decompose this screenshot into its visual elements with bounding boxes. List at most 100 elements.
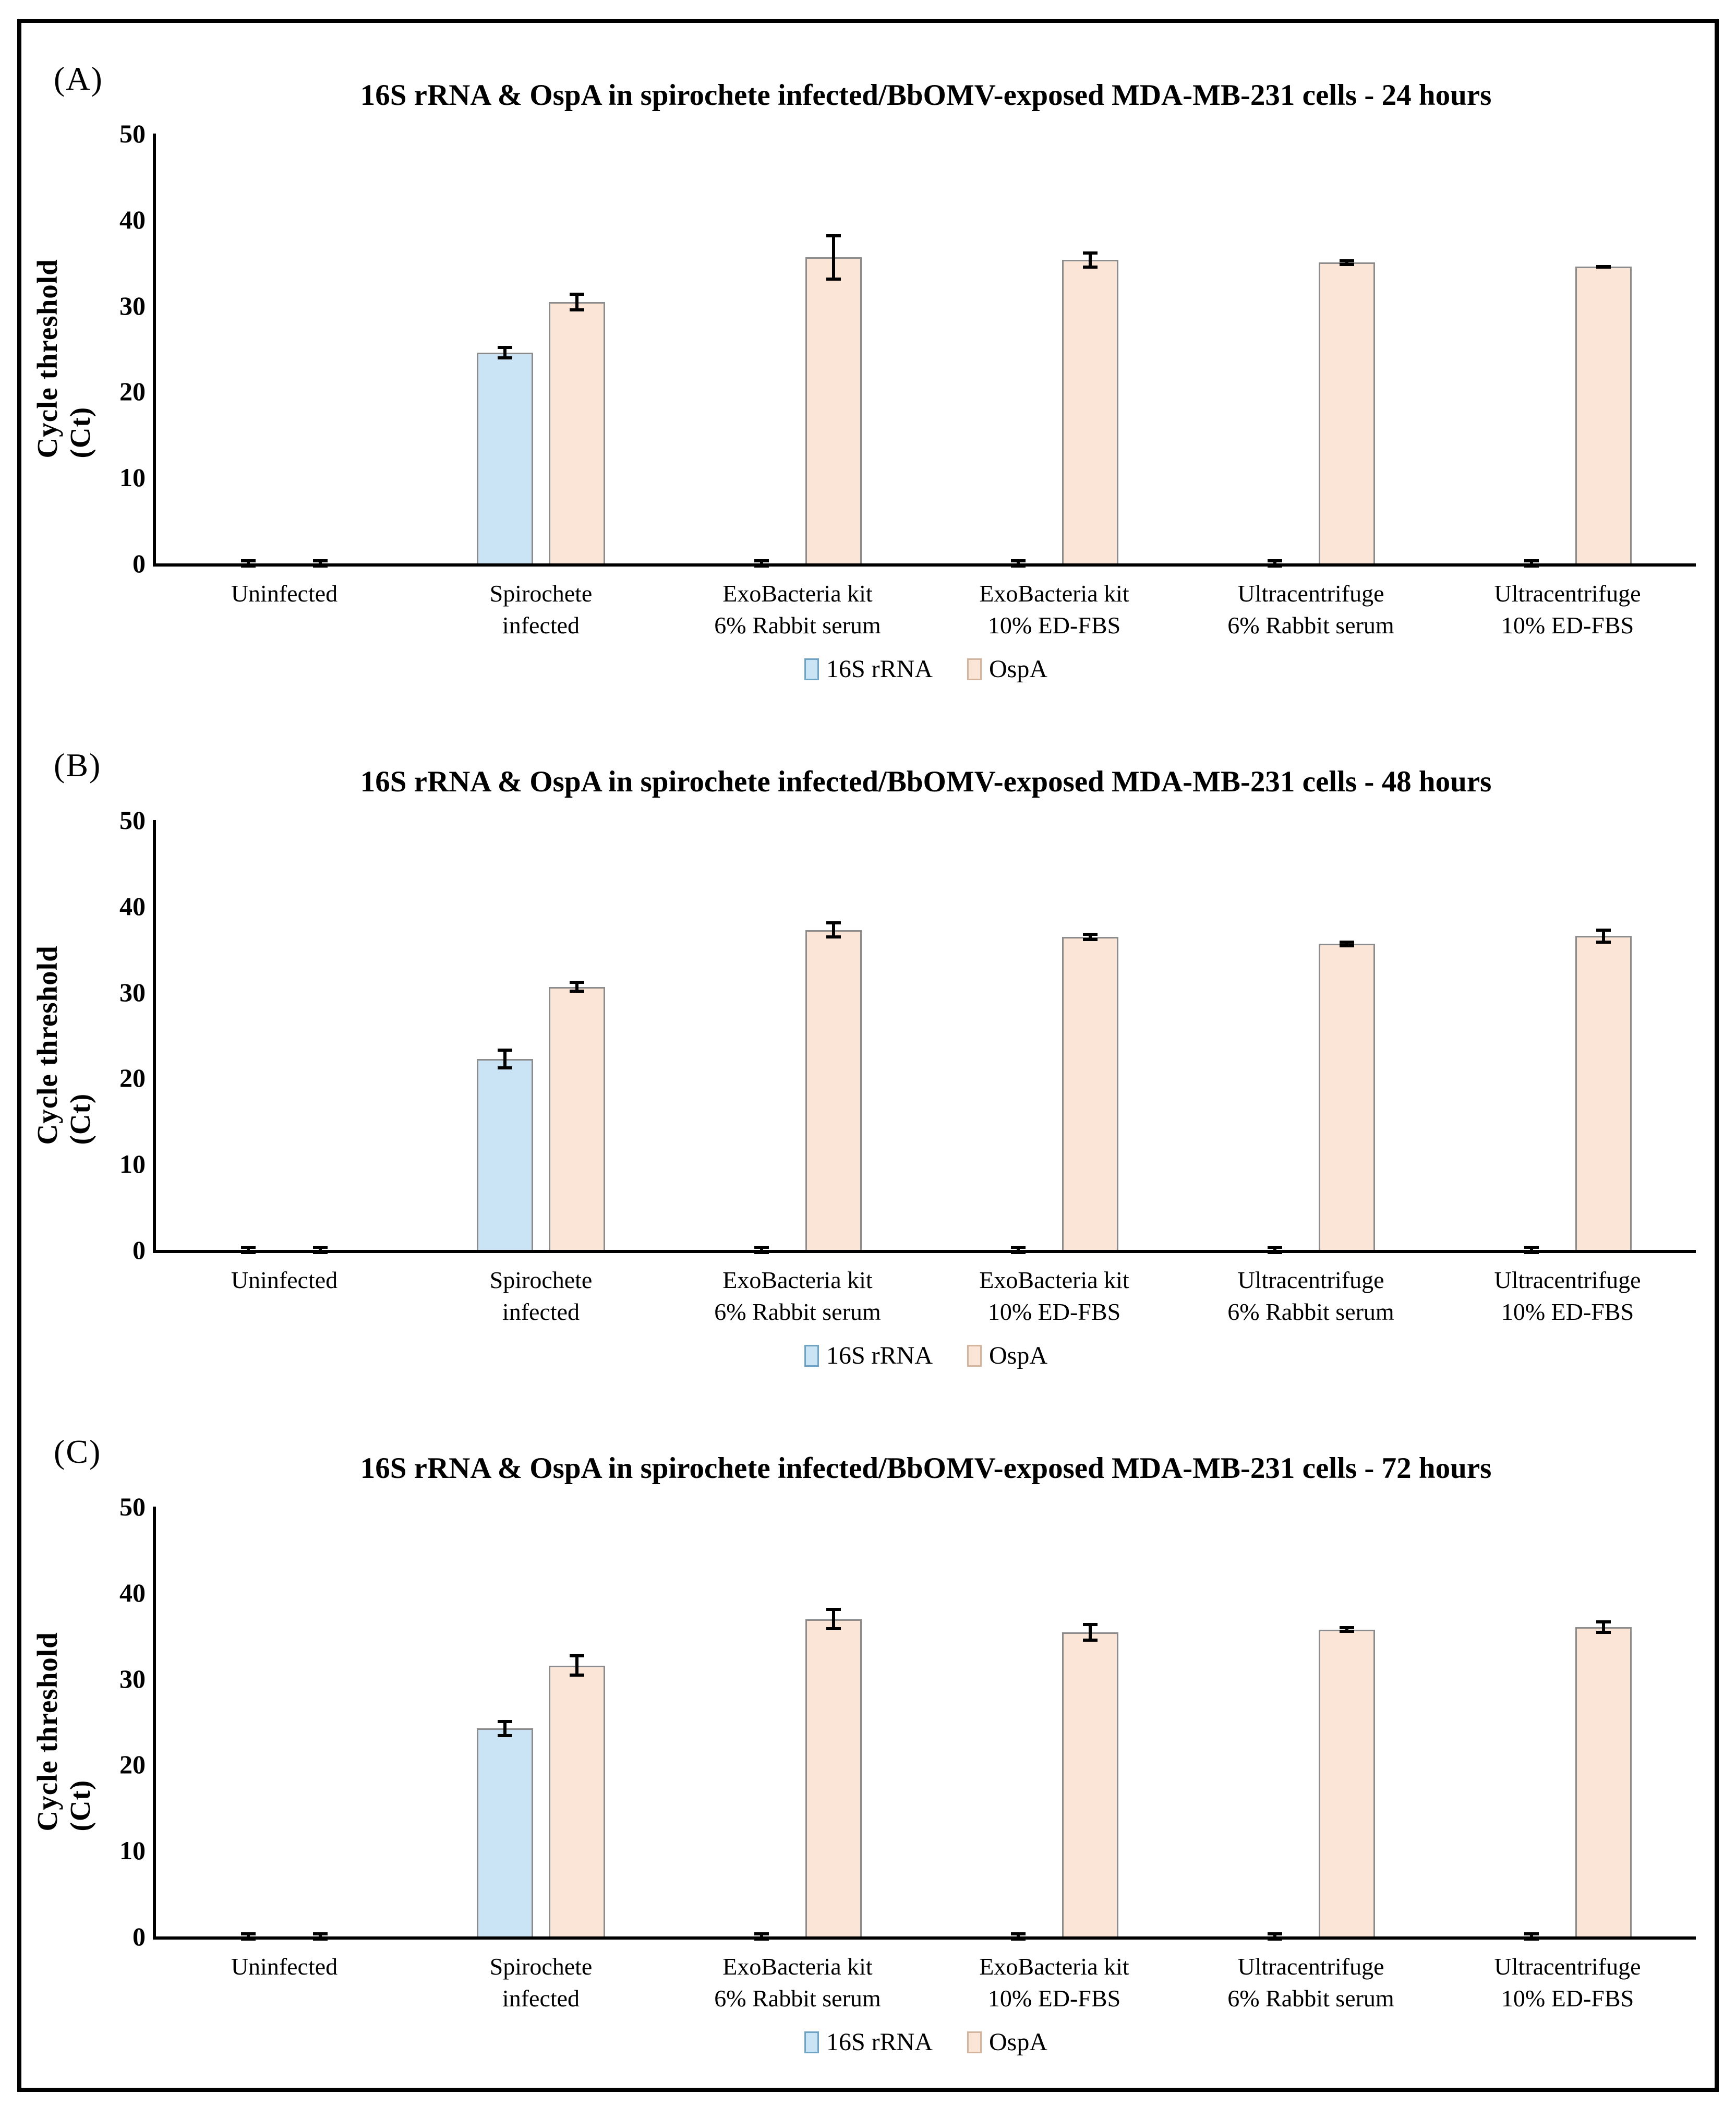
legend-label: 16S rRNA: [826, 655, 933, 683]
error-bar: [241, 559, 256, 568]
error-bar: [1083, 251, 1098, 269]
error-bar: [1011, 1245, 1026, 1255]
error-bar: [1524, 1245, 1539, 1255]
error-bar: [754, 1932, 769, 1941]
x-axis-labels-24h: Uninfected Spirochete infected ExoBacteria…: [156, 578, 1696, 641]
error-bar: [1011, 1932, 1026, 1941]
error-bar: [313, 559, 328, 568]
error-bar: [1524, 559, 1539, 568]
plot-24h: 0 10 20 30 40 50: [119, 121, 1696, 576]
y-tick-label: 10: [119, 1149, 146, 1179]
y-axis-title: Cycle threshold (Ct): [31, 1632, 96, 1832]
chart-area-48h: Cycle threshold (Ct) 0 10 20 30 40 50: [21, 807, 1696, 1263]
y-tick-label: 20: [119, 1063, 146, 1093]
x-category-label: ExoBacteria kit 10% ED-FBS: [979, 580, 1129, 639]
bar-ospa: [1319, 262, 1375, 563]
y-tick-label: 10: [119, 463, 146, 492]
y-axis-title: Cycle threshold (Ct): [31, 259, 96, 459]
x-category-label: Ultracentrifuge 10% ED-FBS: [1494, 580, 1641, 639]
y-tick-label: 20: [119, 1750, 146, 1779]
legend-swatch-icon: [967, 1344, 982, 1367]
bar-ospa: [1575, 936, 1632, 1250]
x-category-label: Uninfected: [231, 580, 338, 607]
chart-area-24h: Cycle threshold (Ct) 0 10 20 30 40 50: [21, 121, 1696, 576]
error-bar: [313, 1245, 328, 1255]
x-category-label: Spirochete infected: [489, 580, 593, 639]
error-bar: [1340, 1626, 1354, 1633]
x-category-label: ExoBacteria kit 10% ED-FBS: [979, 1267, 1129, 1325]
legend-item: OspA: [967, 1341, 1047, 1370]
y-tick-label: 50: [119, 1492, 146, 1521]
error-bar: [241, 1932, 256, 1941]
bar-16s-rrna: [477, 1059, 533, 1250]
legend-item: 16S rRNA: [804, 1341, 933, 1370]
legend-24h: 16S rRNA OspA: [156, 655, 1696, 683]
bar-ospa: [805, 930, 862, 1250]
x-category-label: Ultracentrifuge 6% Rabbit serum: [1227, 1953, 1394, 2012]
x-category-label: Ultracentrifuge 6% Rabbit serum: [1227, 580, 1394, 639]
x-axis-labels-48h: Uninfected Spirochete infected ExoBacteria…: [156, 1265, 1696, 1328]
error-bar: [1268, 1245, 1282, 1255]
legend-swatch-icon: [804, 1344, 819, 1367]
panel-c: (C) 16S rRNA & OspA in spirochete infect…: [21, 1399, 1715, 2086]
error-bar: [1596, 265, 1611, 269]
bar-ospa: [549, 1665, 605, 1936]
error-bar: [1083, 932, 1098, 942]
error-bar: [754, 1245, 769, 1255]
error-bar: [1340, 259, 1354, 266]
legend-swatch-icon: [804, 2031, 819, 2053]
error-bar: [498, 346, 512, 360]
y-tick-label: 10: [119, 1836, 146, 1866]
legend-label: OspA: [989, 1342, 1048, 1370]
x-category-label: Uninfected: [231, 1267, 338, 1293]
legend-72h: 16S rRNA OspA: [156, 2028, 1696, 2056]
bar-ospa: [805, 257, 862, 563]
error-bar: [498, 1719, 512, 1737]
y-tick-label: 0: [132, 549, 146, 578]
error-bar: [1268, 559, 1282, 568]
x-category-label: Ultracentrifuge 6% Rabbit serum: [1227, 1267, 1394, 1325]
legend-label: 16S rRNA: [826, 1342, 933, 1370]
error-bar: [1268, 1932, 1282, 1941]
panel-label-c: (C): [54, 1433, 102, 1470]
bar-ospa: [549, 986, 605, 1250]
y-tick-label: 40: [119, 891, 146, 921]
bar-ospa: [1062, 260, 1118, 563]
y-tick-label: 40: [119, 204, 146, 234]
error-bar: [1596, 1620, 1611, 1634]
legend-item: OspA: [967, 2028, 1047, 2056]
panel-label-b: (B): [54, 747, 102, 784]
error-bar: [241, 1245, 256, 1255]
y-tick-label: 40: [119, 1578, 146, 1607]
legend-item: 16S rRNA: [804, 655, 933, 683]
chart-title-24h: 16S rRNA & OspA in spirochete infected/B…: [360, 79, 1492, 112]
chart-title-72h: 16S rRNA & OspA in spirochete infected/B…: [360, 1452, 1492, 1485]
error-bar: [754, 559, 769, 568]
error-bar: [498, 1049, 512, 1069]
x-category-label: Ultracentrifuge 10% ED-FBS: [1494, 1267, 1641, 1325]
x-category-label: Ultracentrifuge 10% ED-FBS: [1494, 1953, 1641, 2012]
error-bar: [1011, 559, 1026, 568]
bar-ospa: [549, 302, 605, 563]
bar-ospa: [1319, 944, 1375, 1250]
panel-a: (A) 16S rRNA & OspA in spirochete infect…: [21, 26, 1715, 713]
bar-ospa: [1319, 1629, 1375, 1936]
y-tick-label: 50: [119, 119, 146, 148]
legend-label: OspA: [989, 2028, 1048, 2056]
chart-title-48h: 16S rRNA & OspA in spirochete infected/B…: [360, 765, 1492, 798]
chart-area-72h: Cycle threshold (Ct) 0 10 20 30 40 50: [21, 1494, 1696, 1949]
x-category-label: ExoBacteria kit 6% Rabbit serum: [714, 580, 881, 639]
y-tick-label: 0: [132, 1235, 146, 1265]
x-category-label: Uninfected: [231, 1953, 338, 1980]
x-axis-labels-72h: Uninfected Spirochete infected ExoBacteria…: [156, 1951, 1696, 2014]
figure-frame: (A) 16S rRNA & OspA in spirochete infect…: [17, 19, 1719, 2092]
y-tick-label: 50: [119, 805, 146, 835]
bar-16s-rrna: [477, 353, 533, 563]
error-bar: [826, 921, 841, 939]
legend-item: 16S rRNA: [804, 2028, 933, 2056]
plot-72h: 0 10 20 30 40 50: [119, 1494, 1696, 1949]
bar-16s-rrna: [477, 1728, 533, 1936]
error-bar: [570, 981, 584, 993]
legend-swatch-icon: [967, 2031, 982, 2053]
x-category-label: ExoBacteria kit 6% Rabbit serum: [714, 1953, 881, 2012]
